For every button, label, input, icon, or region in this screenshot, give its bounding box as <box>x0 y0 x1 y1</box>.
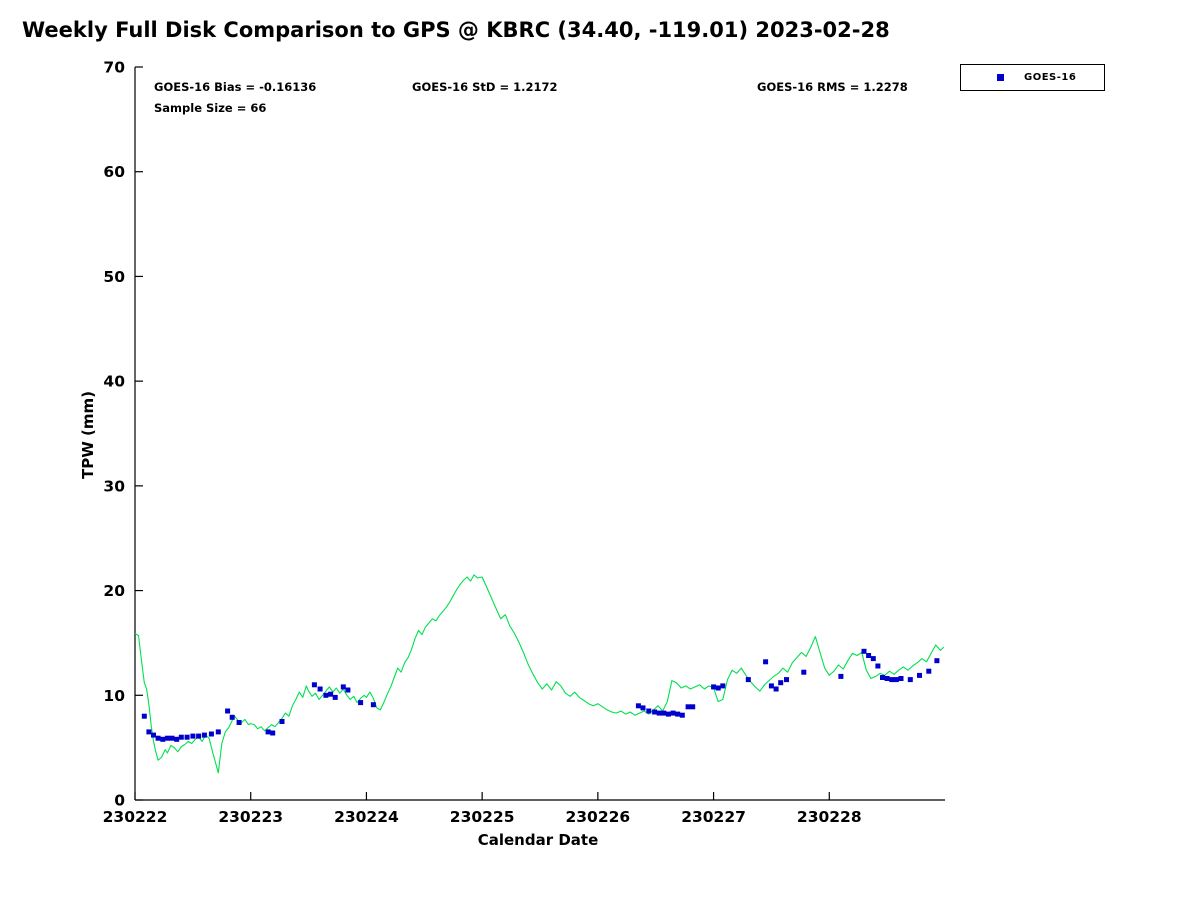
svg-text:230228: 230228 <box>797 808 862 826</box>
bias-annotation: GOES-16 Bias = -0.16136 <box>154 80 317 94</box>
legend-label-goes16: GOES-16 <box>1024 72 1077 83</box>
x-axis-label: Calendar Date <box>477 831 599 849</box>
svg-text:10: 10 <box>103 687 125 705</box>
rms-annotation: GOES-16 RMS = 1.2278 <box>757 80 908 94</box>
svg-text:60: 60 <box>103 163 125 181</box>
goes16-legend-marker-icon <box>997 74 1004 81</box>
svg-text:20: 20 <box>103 582 125 600</box>
svg-text:230223: 230223 <box>218 808 283 826</box>
svg-text:230224: 230224 <box>334 808 399 826</box>
svg-text:230227: 230227 <box>681 808 746 826</box>
svg-text:0: 0 <box>114 792 125 810</box>
svg-text:40: 40 <box>103 373 125 391</box>
legend: GOES-16 <box>960 64 1105 91</box>
y-axis-label: TPW (mm) <box>79 391 97 479</box>
svg-text:50: 50 <box>103 268 125 286</box>
svg-text:230222: 230222 <box>103 808 168 826</box>
svg-text:230225: 230225 <box>450 808 515 826</box>
svg-text:30: 30 <box>103 477 125 495</box>
svg-text:230226: 230226 <box>565 808 630 826</box>
chart-title: Weekly Full Disk Comparison to GPS @ KBR… <box>22 18 890 42</box>
sample-size-annotation: Sample Size = 66 <box>154 101 267 115</box>
svg-text:70: 70 <box>103 59 125 77</box>
std-annotation: GOES-16 StD = 1.2172 <box>412 80 558 94</box>
